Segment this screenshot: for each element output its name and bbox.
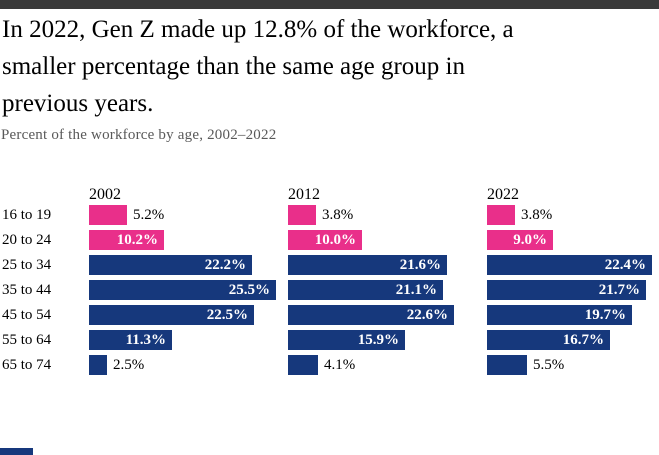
chart-title-line-1: In 2022, Gen Z made up 12.8% of the work… — [2, 16, 514, 43]
age-label-35-to-44: 35 to 44 — [2, 282, 52, 298]
bar-2002-45-to-54 — [89, 305, 254, 325]
bar-2012-25-to-34 — [288, 255, 447, 275]
value-label-2002-65-to-74: 2.5% — [113, 357, 145, 373]
age-label-55-to-64: 55 to 64 — [2, 332, 52, 348]
bar-2012-16-to-19 — [288, 205, 316, 225]
bar-2022-25-to-34 — [487, 255, 652, 275]
value-label-2002-35-to-44: 25.5% — [228, 282, 270, 298]
age-label-65-to-74: 65 to 74 — [2, 357, 52, 373]
chart-subtitle: Percent of the workforce by age, 2002–20… — [1, 127, 277, 143]
bar-2002-16-to-19 — [89, 205, 127, 225]
value-label-2012-35-to-44: 21.1% — [395, 282, 437, 298]
bar-2022-65-to-74 — [487, 355, 527, 375]
bar-2002-25-to-34 — [89, 255, 252, 275]
bar-2012-45-to-54 — [288, 305, 454, 325]
value-label-2012-65-to-74: 4.1% — [324, 357, 356, 373]
bar-2002-65-to-74 — [89, 355, 107, 375]
bar-2002-20-to-24 — [89, 230, 164, 250]
group-header-2012: 2012 — [288, 186, 320, 203]
bar-2012-20-to-24 — [288, 230, 362, 250]
value-label-2012-16-to-19: 3.8% — [322, 207, 354, 223]
group-header-2022: 2022 — [487, 186, 519, 203]
value-label-2002-16-to-19: 5.2% — [133, 207, 165, 223]
bar-2022-20-to-24 — [487, 230, 553, 250]
value-label-2002-20-to-24: 10.2% — [116, 232, 158, 248]
value-label-2022-25-to-34: 22.4% — [604, 257, 646, 273]
bar-2022-35-to-44 — [487, 280, 646, 300]
bar-2022-16-to-19 — [487, 205, 515, 225]
value-label-2022-65-to-74: 5.5% — [533, 357, 565, 373]
value-label-2012-20-to-24: 10.0% — [314, 232, 356, 248]
value-label-2002-55-to-64: 11.3% — [125, 332, 166, 348]
value-label-2012-25-to-34: 21.6% — [399, 257, 441, 273]
value-label-2002-25-to-34: 22.2% — [204, 257, 246, 273]
value-label-2012-55-to-64: 15.9% — [357, 332, 399, 348]
chart-title-line-2: smaller percentage than the same age gro… — [2, 53, 466, 80]
age-label-45-to-54: 45 to 54 — [2, 307, 52, 323]
group-header-2002: 2002 — [89, 186, 121, 203]
age-label-20-to-24: 20 to 24 — [2, 232, 52, 248]
value-label-2022-20-to-24: 9.0% — [513, 232, 547, 248]
age-label-16-to-19: 16 to 19 — [2, 207, 52, 223]
chart-title: In 2022, Gen Z made up 12.8% of the work… — [2, 11, 642, 122]
chart-title-line-3: previous years. — [2, 90, 154, 117]
bar-2002-55-to-64 — [89, 330, 172, 350]
value-label-2002-45-to-54: 22.5% — [206, 307, 248, 323]
bar-2012-35-to-44 — [288, 280, 443, 300]
value-label-2022-35-to-44: 21.7% — [598, 282, 640, 298]
value-label-2012-45-to-54: 22.6% — [406, 307, 448, 323]
bar-2022-55-to-64 — [487, 330, 610, 350]
bar-2012-55-to-64 — [288, 330, 405, 350]
value-label-2022-16-to-19: 3.8% — [521, 207, 553, 223]
value-label-2022-55-to-64: 16.7% — [562, 332, 604, 348]
value-label-2022-45-to-54: 19.7% — [584, 307, 626, 323]
age-label-25-to-34: 25 to 34 — [2, 257, 52, 273]
bar-2022-45-to-54 — [487, 305, 632, 325]
bar-2002-35-to-44 — [89, 280, 276, 300]
clipped-bar-bottom — [0, 448, 33, 455]
bar-2012-65-to-74 — [288, 355, 318, 375]
top-border-bar — [0, 0, 659, 9]
